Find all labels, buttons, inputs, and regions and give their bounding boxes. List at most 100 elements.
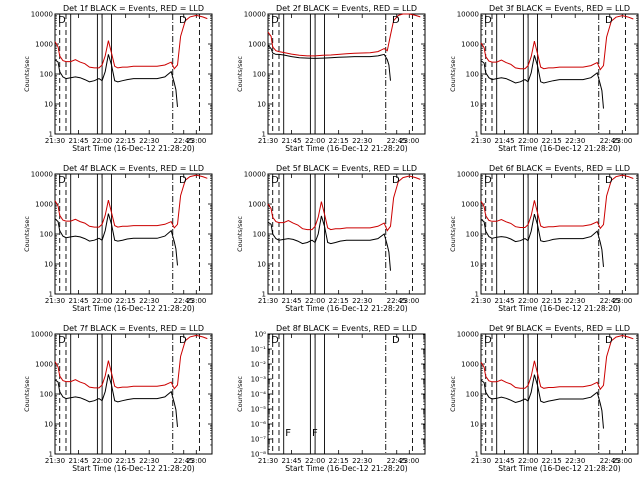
x-tick-label: 22:15 <box>329 297 349 305</box>
series-line-lld <box>480 334 634 391</box>
series-line-events <box>54 213 178 266</box>
y-tick-label: 1000 <box>248 41 266 49</box>
x-tick-label: 21:30 <box>45 457 65 465</box>
chart-title: Det 7f BLACK = Events, RED = LLD <box>63 324 204 333</box>
marker-label: D <box>484 335 492 346</box>
x-axis-label: Start Time (16-Dec-12 21:28:20) <box>498 144 620 153</box>
y-tick-label: 100 <box>466 391 479 399</box>
plot-frame <box>267 173 426 295</box>
y-tick-label: 10⁻³ <box>251 376 267 384</box>
chart-panel-4: Det 4f BLACK = Events, RED = LLD 1 10 100 10… <box>23 164 213 313</box>
y-tick-label: 100 <box>253 231 266 239</box>
x-tick-label: 21:30 <box>471 137 491 145</box>
x-tick-label: 21:30 <box>258 137 278 145</box>
x-tick-label: 22:15 <box>329 457 349 465</box>
x-tick-label: 22:15 <box>116 297 136 305</box>
x-tick-label: 22:45 <box>174 137 194 145</box>
series-line-lld <box>267 13 421 57</box>
y-tick-label: 10 <box>44 421 53 429</box>
x-tick-label: 23:00 <box>399 297 419 305</box>
y-tick-label: 10 <box>257 101 266 109</box>
y-tick-label: 10000 <box>31 171 53 179</box>
x-tick-label: 22:15 <box>542 137 562 145</box>
x-tick-label: 21:45 <box>494 137 514 145</box>
x-tick-label: 22:30 <box>352 137 372 145</box>
x-tick-label: 23:00 <box>399 137 419 145</box>
marker-label: D <box>392 175 400 186</box>
y-tick-label: 100 <box>40 71 53 79</box>
x-axis-label: Start Time (16-Dec-12 21:28:20) <box>285 304 407 313</box>
chart-title: Det 5f BLACK = Events, RED = LLD <box>276 164 417 173</box>
y-tick-label: 10 <box>470 101 479 109</box>
y-tick-label: 1 <box>475 131 479 139</box>
y-tick-label: 10 <box>44 101 53 109</box>
y-axis-label: Counts/sec <box>23 376 31 412</box>
x-tick-label: 21:45 <box>281 137 301 145</box>
marker-label: D <box>271 15 279 26</box>
series-line-events <box>480 213 604 267</box>
x-tick-label: 22:30 <box>139 297 159 305</box>
y-tick-label: 10000 <box>244 171 266 179</box>
x-tick-label: 23:00 <box>612 137 632 145</box>
x-tick-label: 21:45 <box>494 457 514 465</box>
series-line-lld <box>54 334 208 390</box>
x-tick-label: 21:45 <box>281 297 301 305</box>
y-tick-label: 10⁻⁵ <box>251 406 267 414</box>
x-tick-label: 21:45 <box>281 457 301 465</box>
x-tick-label: 21:30 <box>471 457 491 465</box>
y-axis-label: Counts/sec <box>23 56 31 92</box>
y-tick-label: 1 <box>49 291 53 299</box>
chart-title: Det 1f BLACK = Events, RED = LLD <box>63 4 204 13</box>
chart-panel-5: Det 5f BLACK = Events, RED = LLD 1 10 100 10… <box>236 164 426 313</box>
x-tick-label: 21:30 <box>258 457 278 465</box>
plot-frame <box>480 13 639 135</box>
x-tick-label: 21:45 <box>68 137 88 145</box>
y-axis-label: Counts/sec <box>236 376 244 412</box>
y-tick-label: 1000 <box>248 201 266 209</box>
y-tick-label: 10⁻⁶ <box>251 421 267 429</box>
x-tick-label: 22:45 <box>600 297 620 305</box>
series-line-events <box>54 54 178 107</box>
x-tick-label: 22:00 <box>92 137 112 145</box>
chart-panel-3: Det 3f BLACK = Events, RED = LLD 1 10 100 10… <box>449 4 639 153</box>
marker-label: D <box>271 335 279 346</box>
y-tick-label: 1000 <box>461 201 479 209</box>
series-line-lld <box>480 15 634 71</box>
y-tick-label: 10000 <box>31 11 53 19</box>
x-tick-label: 23:00 <box>186 137 206 145</box>
x-tick-label: 22:00 <box>305 297 325 305</box>
plot-frame <box>267 13 426 135</box>
y-tick-label: 100 <box>466 71 479 79</box>
x-tick-label: 22:00 <box>305 137 325 145</box>
marker-label: D <box>605 15 613 26</box>
chart-panel-2: Det 2f BLACK = Events, RED = LLD 1 10 100 10… <box>236 4 426 153</box>
x-tick-label: 23:00 <box>612 457 632 465</box>
plot-frame <box>54 333 213 455</box>
chart-panel-1: Det 1f BLACK = Events, RED = LLD 1 10 100 10… <box>23 4 213 153</box>
chart-title: Det 3f BLACK = Events, RED = LLD <box>489 4 630 13</box>
x-tick-label: 22:30 <box>139 457 159 465</box>
x-tick-label: 22:00 <box>518 457 538 465</box>
x-tick-label: 22:15 <box>542 297 562 305</box>
y-tick-label: 10⁰ <box>254 331 266 339</box>
marker-label: F <box>285 428 291 439</box>
x-tick-label: 22:45 <box>600 457 620 465</box>
plot-frame <box>54 173 213 295</box>
y-axis-label: Counts/sec <box>236 56 244 92</box>
y-tick-label: 1000 <box>35 201 53 209</box>
chart-panel-9: Det 9f BLACK = Events, RED = LLD 1 10 100 10… <box>449 324 639 473</box>
marker-label: D <box>392 335 400 346</box>
x-tick-label: 22:15 <box>329 137 349 145</box>
x-axis-label: Start Time (16-Dec-12 21:28:20) <box>498 464 620 473</box>
x-tick-label: 22:15 <box>116 137 136 145</box>
x-tick-label: 22:30 <box>565 457 585 465</box>
chart-panel-7: Det 7f BLACK = Events, RED = LLD 1 10 100 10… <box>23 324 213 473</box>
chart-title: Det 6f BLACK = Events, RED = LLD <box>489 164 630 173</box>
x-tick-label: 22:45 <box>174 457 194 465</box>
x-tick-label: 22:45 <box>387 137 407 145</box>
y-tick-label: 1000 <box>35 41 53 49</box>
x-tick-label: 22:15 <box>542 457 562 465</box>
x-axis-label: Start Time (16-Dec-12 21:28:20) <box>72 304 194 313</box>
y-tick-label: 1 <box>49 451 53 459</box>
marker-label: D <box>179 335 187 346</box>
